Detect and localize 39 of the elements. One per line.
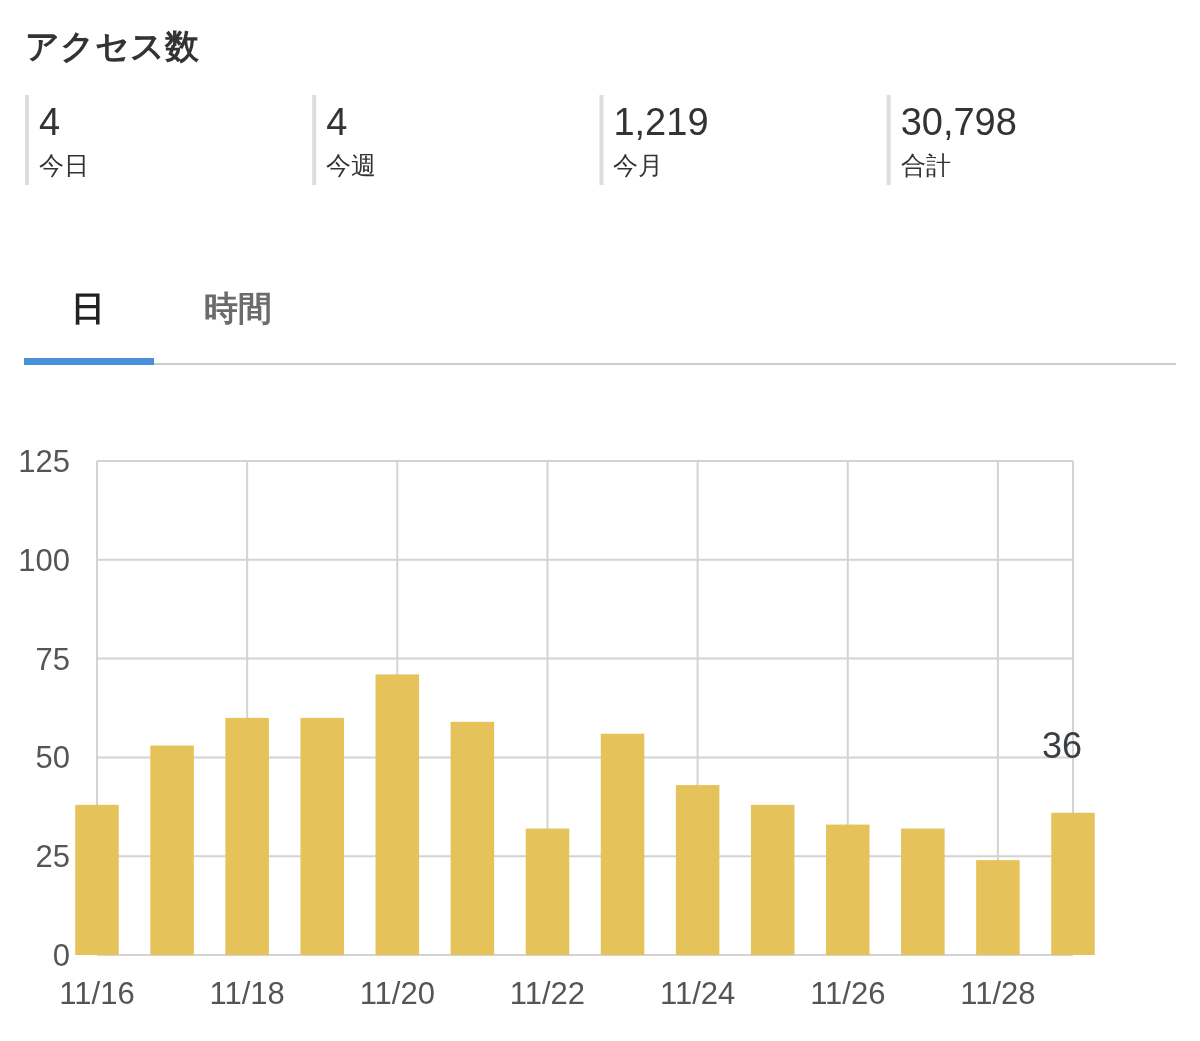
y-tick-label: 75 (35, 641, 70, 677)
y-tick-label: 50 (35, 740, 70, 776)
x-tick-label: 11/20 (359, 976, 435, 1011)
bar (600, 733, 645, 955)
data-label: 4 (39, 101, 61, 143)
category-label: 今週 (326, 151, 377, 179)
bar (675, 785, 720, 955)
category-label: 今日 (39, 151, 89, 179)
x-tick-label: 11/28 (960, 976, 1036, 1011)
bar (976, 860, 1020, 955)
bar (901, 828, 945, 955)
bar (75, 804, 119, 955)
x-tick-label: 11/26 (810, 976, 886, 1011)
data-label: 30,798 (900, 101, 1017, 143)
bar (525, 828, 570, 955)
bar (450, 721, 495, 955)
y-tick-label: 125 (18, 444, 70, 479)
x-tick-label: 11/24 (659, 976, 736, 1011)
y-tick-label: 25 (35, 839, 70, 875)
x-tick-label: 11/18 (209, 976, 285, 1011)
data-label: 4 (326, 101, 348, 143)
y-tick-label: 100 (18, 542, 70, 578)
data-label: 36 (1041, 724, 1083, 766)
data-label: 1,219 (613, 101, 709, 143)
category-label: 合計 (900, 151, 951, 179)
bar (150, 745, 194, 955)
bar (300, 717, 344, 955)
text: アクセス数 (25, 27, 200, 65)
text: 時間 (204, 289, 272, 327)
bar (826, 824, 870, 955)
category-label: 今月 (613, 151, 664, 179)
bar (750, 804, 795, 955)
y-tick-label: 0 (52, 938, 70, 973)
x-tick-label: 11/22 (509, 976, 586, 1011)
bar (225, 717, 269, 955)
x-tick-label: 11/16 (59, 976, 135, 1011)
bar (1051, 812, 1095, 955)
bar (375, 674, 420, 955)
text: 日 (71, 289, 105, 327)
